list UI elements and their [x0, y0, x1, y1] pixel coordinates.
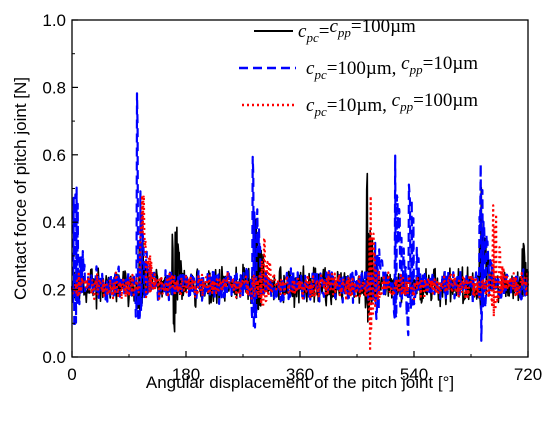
x-axis-label: Angular displacement of the pitch joint … [146, 373, 454, 392]
y-axis-label: Contact force of pitch joint [N] [11, 77, 30, 300]
x-tick-label: 720 [514, 365, 542, 384]
legend-entry-3: cpc=10µm, cpp=100µm [306, 90, 478, 119]
y-tick-label: 0.6 [42, 146, 66, 165]
series-line-3 [70, 194, 530, 353]
y-tick-label: 1.0 [42, 11, 66, 30]
series-line-2 [70, 92, 529, 342]
x-tick-label: 0 [67, 365, 76, 384]
legend-entry-1: cpc=cpp=100µm [298, 16, 416, 45]
x-tick-label: 360 [286, 365, 314, 384]
legend-entry-2: cpc=100µm, cpp=10µm [306, 53, 478, 82]
y-tick-label: 0.0 [42, 348, 66, 367]
y-tick-label: 0.4 [42, 213, 66, 232]
legend: cpc=cpp=100µm cpc=100µm, cpp=10µm cpc=10µm… [239, 16, 478, 119]
x-tick-label: 180 [172, 365, 200, 384]
series-layer [70, 92, 530, 353]
ticks-layer: 0 180 360 540 720 0.0 0.2 0.4 0.6 0.8 1.0 [42, 11, 542, 384]
x-tick-label: 540 [400, 365, 428, 384]
y-tick-label: 0.8 [42, 78, 66, 97]
y-tick-label: 0.2 [42, 281, 66, 300]
